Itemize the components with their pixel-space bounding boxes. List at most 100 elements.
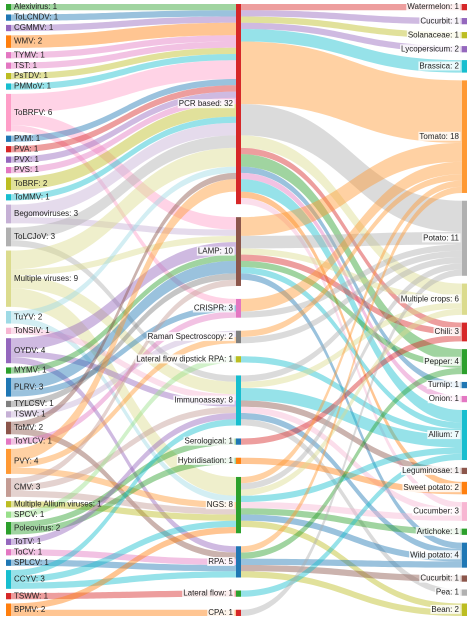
flow-link xyxy=(241,558,462,568)
node-label: Artichoke: 1 xyxy=(417,527,460,536)
node-label: SPLCV: 1 xyxy=(14,558,49,567)
flow-link xyxy=(241,269,462,616)
right-node xyxy=(462,80,467,193)
left-node xyxy=(6,250,11,307)
flow-link xyxy=(11,427,236,559)
node-label: ToMV: 2 xyxy=(14,423,44,432)
right-node xyxy=(462,60,467,73)
node-label: ToCV: 1 xyxy=(14,547,43,556)
flow-link xyxy=(241,273,462,549)
middle-node xyxy=(236,217,241,286)
middle-node xyxy=(236,375,241,426)
flow-link xyxy=(11,35,236,59)
flow-link xyxy=(241,180,462,484)
flow-link xyxy=(11,97,236,174)
right-node xyxy=(462,575,467,582)
middle-node xyxy=(236,476,241,534)
node-label: Multiple viruses: 9 xyxy=(14,274,79,283)
middle-node xyxy=(236,546,241,578)
right-node xyxy=(462,46,467,53)
left-node xyxy=(6,311,11,324)
node-label: ToBRFV: 6 xyxy=(14,108,53,117)
flow-link xyxy=(241,174,462,337)
flow-link xyxy=(241,400,462,475)
flow-link xyxy=(11,501,236,521)
node-label: Alexivirus: 1 xyxy=(14,2,58,11)
flow-link xyxy=(241,367,462,559)
flow-link xyxy=(241,147,462,329)
left-node xyxy=(6,549,11,556)
flow-link xyxy=(11,520,236,583)
left-node xyxy=(6,559,11,566)
flow-link xyxy=(11,356,236,518)
node-label: Pepper: 4 xyxy=(424,357,459,366)
left-node xyxy=(6,146,11,153)
node-label: PMMoV: 1 xyxy=(14,82,52,91)
flow-link xyxy=(11,559,236,572)
flow-link xyxy=(11,242,236,351)
middle-node xyxy=(236,609,241,616)
flow-link xyxy=(241,308,462,496)
right-node xyxy=(462,32,467,39)
middle-node xyxy=(236,4,241,205)
flow-link xyxy=(11,79,236,142)
left-node xyxy=(6,62,11,69)
flow-link xyxy=(241,244,462,318)
node-label: OYDV: 4 xyxy=(14,346,46,355)
right-node xyxy=(462,349,467,375)
flow-link xyxy=(241,248,462,303)
flow-link xyxy=(241,267,462,429)
node-label: Watermelon: 1 xyxy=(407,2,459,11)
flow-link xyxy=(11,147,236,270)
node-label: PVY: 4 xyxy=(14,457,39,466)
flow-link xyxy=(241,263,462,490)
flow-link xyxy=(241,166,462,389)
flow-link xyxy=(11,125,236,306)
left-node xyxy=(6,367,11,374)
label-background xyxy=(177,99,235,109)
node-label: Wild potato: 4 xyxy=(410,550,459,559)
node-label: PsTDV: 1 xyxy=(14,71,48,80)
flow-link xyxy=(11,609,236,616)
flow-link xyxy=(241,41,462,143)
flow-link xyxy=(11,254,236,374)
right-node xyxy=(462,283,467,315)
label-background xyxy=(434,587,461,597)
left-node xyxy=(6,204,11,224)
node-label: PVS: 1 xyxy=(14,165,39,174)
flow-link xyxy=(11,438,236,529)
node-label: Sweet potato: 2 xyxy=(403,483,459,492)
node-label: TSWV: 1 xyxy=(14,410,46,419)
label-background xyxy=(399,294,461,304)
middle-node xyxy=(236,457,241,464)
left-node xyxy=(6,227,11,247)
flow-link xyxy=(11,22,236,48)
flow-link xyxy=(11,240,236,382)
label-background xyxy=(423,356,461,366)
flow-link xyxy=(241,514,462,562)
flow-link xyxy=(11,327,236,401)
middle-node xyxy=(236,356,241,363)
right-node xyxy=(462,200,467,276)
node-label: Serological: 1 xyxy=(185,437,234,446)
right-node xyxy=(462,409,467,461)
flow-link xyxy=(241,197,462,509)
node-label: Potato: 11 xyxy=(423,233,459,242)
flow-link xyxy=(241,10,462,25)
flow-link xyxy=(11,330,236,418)
left-node xyxy=(6,135,11,142)
label-background xyxy=(415,526,461,536)
left-node xyxy=(6,603,11,616)
node-label: Raman Spectroscopy: 2 xyxy=(148,332,234,341)
node-label: Solanaceae: 1 xyxy=(408,30,460,39)
node-label: Chili: 3 xyxy=(435,327,460,336)
flow-link xyxy=(11,54,236,90)
node-label: Immunoassay: 8 xyxy=(174,396,233,405)
label-background xyxy=(433,327,461,337)
left-node xyxy=(6,501,11,508)
flow-link xyxy=(241,161,462,312)
node-label: Cucurbit: 1 xyxy=(420,574,459,583)
